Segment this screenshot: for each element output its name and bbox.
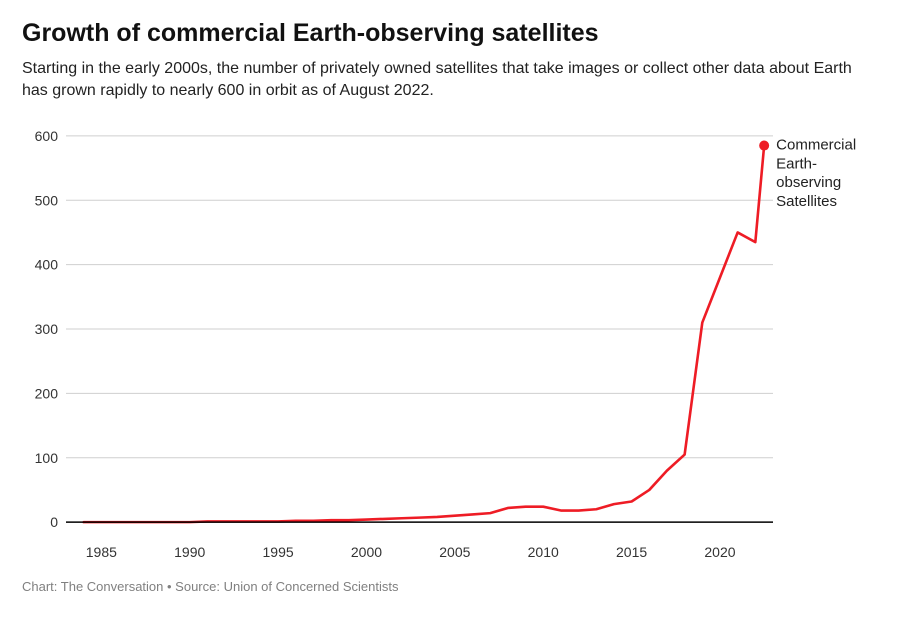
y-tick-label: 200 [35,386,59,402]
y-tick-label: 500 [35,192,59,208]
series-annotation: Satellites [776,193,837,210]
y-tick-label: 400 [35,257,59,273]
y-tick-label: 0 [50,514,58,530]
series-annotation: observing [776,174,841,191]
chart-title: Growth of commercial Earth-observing sat… [22,18,898,48]
y-tick-label: 300 [35,321,59,337]
x-tick-label: 2020 [704,544,735,560]
series-annotation: Earth- [776,155,817,172]
chart-credit: Chart: The Conversation • Source: Union … [22,579,898,594]
x-tick-label: 2015 [616,544,647,560]
x-tick-label: 1995 [263,544,294,560]
y-tick-label: 600 [35,128,59,144]
y-tick-label: 100 [35,450,59,466]
x-tick-label: 1985 [86,544,117,560]
series-line [84,146,764,523]
x-tick-label: 2005 [439,544,470,560]
end-marker [759,141,769,151]
line-chart-svg: 0 100 200 300 400 500 600 1985 1990 1995 2000 2005 2… [22,115,898,565]
chart-plot: 0 100 200 300 400 500 600 1985 1990 1995 2000 2005 2… [22,115,898,565]
x-tick-label: 2010 [528,544,559,560]
x-tick-label: 1990 [174,544,205,560]
chart-subtitle: Starting in the early 2000s, the number … [22,58,882,101]
chart-card: Growth of commercial Earth-observing sat… [0,0,920,623]
x-tick-label: 2000 [351,544,382,560]
series-annotation: Commercial [776,137,856,154]
